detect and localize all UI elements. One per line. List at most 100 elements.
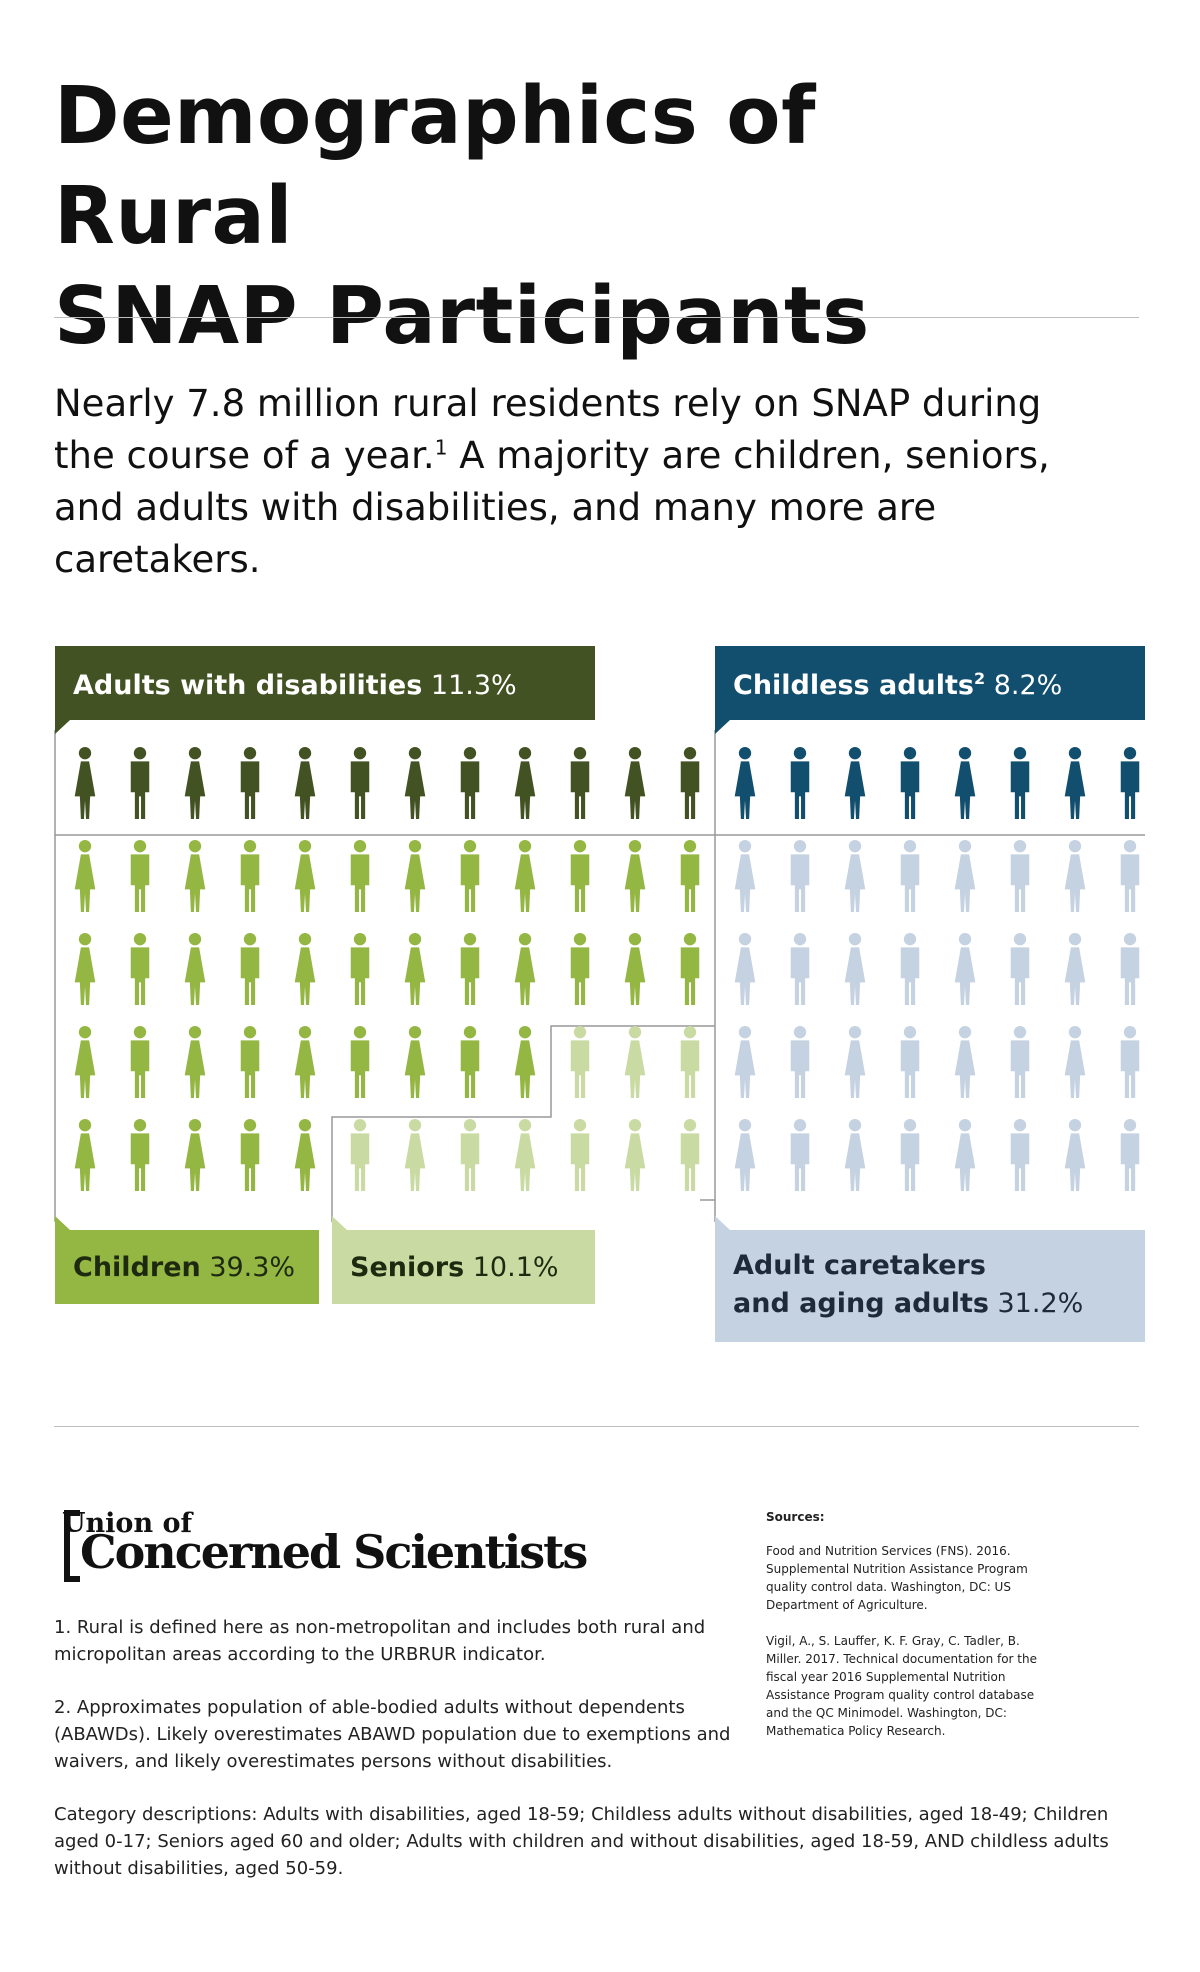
ucs-logo	[54, 1506, 574, 1586]
person-icon-children	[240, 1026, 260, 1098]
person-icon-adult-caretakers	[734, 840, 756, 912]
person-icon-children	[130, 840, 150, 912]
person-icon-childless-adults	[1120, 747, 1140, 819]
person-icon-adult-caretakers	[790, 1026, 810, 1098]
person-icon-children	[184, 840, 206, 912]
person-icon-seniors	[680, 1119, 700, 1191]
person-icon-children	[570, 933, 590, 1005]
person-icon-adults-with-disabilities	[74, 747, 96, 819]
page-title: Demographics of Rural SNAP Participants	[54, 66, 1054, 366]
label-pointer-childless-adults	[715, 720, 730, 734]
person-icon-children	[184, 1119, 206, 1191]
source-2: Vigil, A., S. Lauffer, K. F. Gray, C. Ta…	[766, 1634, 1037, 1738]
top-divider	[54, 317, 1139, 318]
region-divider-lines	[54, 730, 1145, 1222]
person-icon-children	[130, 933, 150, 1005]
person-icon-adult-caretakers	[1010, 1026, 1030, 1098]
person-icon-children	[624, 840, 646, 912]
person-icon-adult-caretakers	[790, 933, 810, 1005]
person-icon-adults-with-disabilities	[514, 747, 536, 819]
person-icon-childless-adults	[790, 747, 810, 819]
person-icon-seniors	[570, 1026, 590, 1098]
person-icon-children	[624, 933, 646, 1005]
footnotes: 1. Rural is defined here as non-metropol…	[54, 1614, 734, 1801]
person-icon-adult-caretakers	[844, 840, 866, 912]
person-icon-adults-with-disabilities	[680, 747, 700, 819]
person-icon-adult-caretakers	[1120, 1026, 1140, 1098]
person-icon-children	[404, 933, 426, 1005]
person-icon-children	[514, 933, 536, 1005]
label-pointer-adults-with-disabilities	[55, 720, 70, 734]
person-icon-children	[294, 1026, 316, 1098]
person-icon-seniors	[624, 1026, 646, 1098]
label-childless-adults: Childless adults2 8.2%	[733, 669, 1062, 701]
person-icon-adult-caretakers	[734, 933, 756, 1005]
person-icon-children	[240, 1119, 260, 1191]
person-icon-children	[294, 840, 316, 912]
person-icon-adult-caretakers	[954, 933, 976, 1005]
person-icon-children	[514, 840, 536, 912]
person-icon-children	[130, 1119, 150, 1191]
person-icon-adults-with-disabilities	[240, 747, 260, 819]
person-icon-seniors	[514, 1119, 536, 1191]
person-icon-children	[184, 933, 206, 1005]
label-box-childless-adults	[715, 646, 1145, 720]
footnote-1: 1. Rural is defined here as non-metropol…	[54, 1617, 706, 1665]
label-pointer-children	[55, 1216, 70, 1230]
intro-text: Nearly 7.8 million rural residents rely …	[54, 378, 1054, 586]
person-icon-children	[404, 840, 426, 912]
person-icon-children	[350, 933, 370, 1005]
label-box-adult-caretakers	[715, 1230, 1145, 1342]
person-icons	[74, 747, 1140, 1191]
person-icon-seniors	[624, 1119, 646, 1191]
person-icon-adult-caretakers	[844, 933, 866, 1005]
person-icon-children	[570, 840, 590, 912]
person-icon-children	[130, 1026, 150, 1098]
top-row-divider-line	[54, 730, 1145, 836]
seniors-boundary-line	[331, 1025, 715, 1222]
person-icon-adults-with-disabilities	[570, 747, 590, 819]
person-icon-seniors	[680, 1026, 700, 1098]
intro-footnote-ref: 1	[434, 435, 448, 460]
person-icon-adult-caretakers	[954, 1026, 976, 1098]
person-icon-adult-caretakers	[1120, 1119, 1140, 1191]
person-icon-seniors	[350, 1119, 370, 1191]
person-icon-adults-with-disabilities	[294, 747, 316, 819]
person-icon-adult-caretakers	[1064, 933, 1086, 1005]
bottom-divider	[54, 1426, 1139, 1427]
logo-line-1: Union of	[62, 1508, 193, 1539]
person-icon-adult-caretakers	[734, 1026, 756, 1098]
person-icon-adult-caretakers	[954, 840, 976, 912]
person-icon-adults-with-disabilities	[404, 747, 426, 819]
person-icon-children	[680, 840, 700, 912]
intro-part-2: A majority are children, seniors, and ad…	[54, 434, 1050, 581]
person-icon-adult-caretakers	[734, 1119, 756, 1191]
person-icon-childless-adults	[1010, 747, 1030, 819]
person-icon-adults-with-disabilities	[130, 747, 150, 819]
person-icon-children	[460, 840, 480, 912]
title-line-2: SNAP Participants	[54, 270, 870, 362]
person-icon-children	[74, 933, 96, 1005]
person-icon-adult-caretakers	[1120, 840, 1140, 912]
person-icon-children	[460, 933, 480, 1005]
label-box-children	[55, 1230, 319, 1304]
label-pointer-seniors	[332, 1216, 347, 1230]
category-labels: Adults with disabilities 11.3% Childless …	[55, 646, 1145, 1342]
person-icon-seniors	[404, 1119, 426, 1191]
intro-part-1: Nearly 7.8 million rural residents rely …	[54, 382, 1042, 477]
person-icon-adult-caretakers	[1064, 1026, 1086, 1098]
person-icon-adult-caretakers	[790, 1119, 810, 1191]
logo-bracket-icon	[64, 1510, 80, 1582]
person-icon-children	[240, 933, 260, 1005]
title-line-1: Demographics of Rural	[54, 70, 816, 262]
source-1: Food and Nutrition Services (FNS). 2016.…	[766, 1544, 1028, 1612]
person-icon-seniors	[570, 1119, 590, 1191]
person-icon-children	[74, 1026, 96, 1098]
label-adults-with-disabilities: Adults with disabilities 11.3%	[73, 670, 517, 701]
person-icon-children	[74, 1119, 96, 1191]
footnote-2: 2. Approximates population of able-bodie…	[54, 1697, 731, 1772]
person-icon-children	[294, 933, 316, 1005]
sources: Sources: Food and Nutrition Services (FN…	[766, 1508, 1056, 1758]
person-icon-adults-with-disabilities	[350, 747, 370, 819]
person-icon-adult-caretakers	[900, 1026, 920, 1098]
